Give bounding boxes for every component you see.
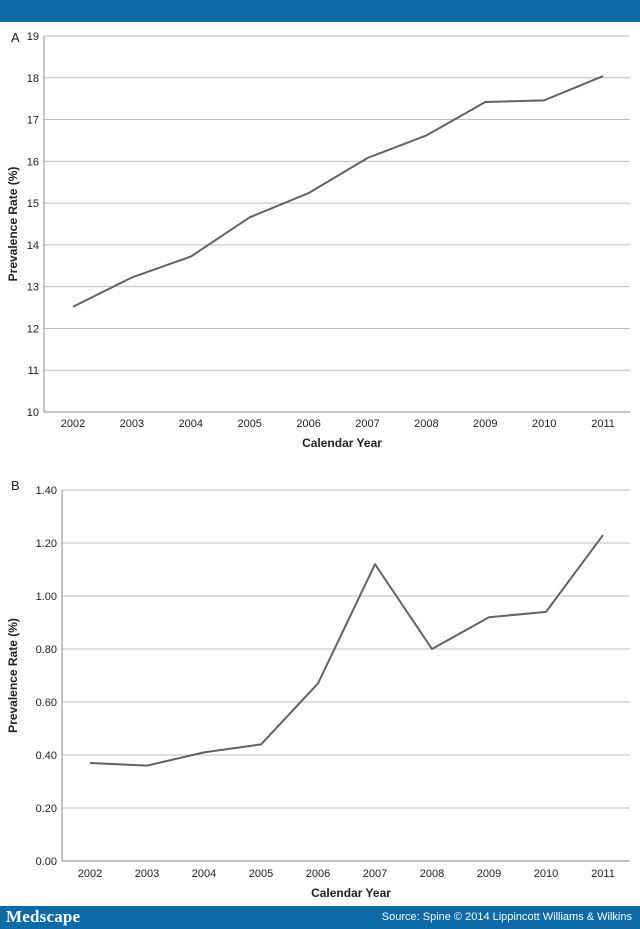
y-tick-label: 12	[27, 323, 39, 335]
y-tick-label: 16	[27, 156, 39, 168]
x-tick-label: 2009	[473, 418, 497, 430]
panel-label: A	[11, 30, 20, 45]
y-tick-label: 0.60	[36, 697, 57, 709]
y-tick-label: 0.80	[36, 644, 57, 656]
y-axis-title: Prevalence Rate (%)	[6, 167, 20, 282]
x-tick-label: 2003	[135, 868, 159, 880]
y-tick-label: 1.00	[36, 591, 57, 603]
y-tick-label: 13	[27, 282, 39, 294]
y-tick-label: 0.40	[36, 750, 57, 762]
y-tick-label: 17	[27, 115, 39, 127]
x-tick-label: 2005	[249, 868, 273, 880]
y-axis-title: Prevalence Rate (%)	[6, 618, 20, 733]
x-axis-title: Calendar Year	[311, 886, 391, 900]
y-tick-label: 0.00	[36, 856, 57, 868]
y-tick-label: 0.20	[36, 803, 57, 815]
chart-panel-b: B 0.00 0.20 0.40 0.60 0.80 1.00 1.20 1.40 2002 200…	[6, 478, 630, 900]
x-tick-label: 2007	[355, 418, 379, 430]
x-tick-label: 2007	[363, 868, 387, 880]
y-tick-label: 1.20	[36, 538, 57, 550]
x-tick-label: 2011	[591, 868, 615, 880]
x-tick-label: 2004	[192, 868, 216, 880]
x-tick-label: 2006	[306, 868, 330, 880]
y-tick-label: 15	[27, 198, 39, 210]
series-line	[72, 75, 604, 308]
y-tick-label: 10	[27, 407, 39, 419]
y-tick-label: 14	[27, 240, 39, 252]
chart-panel-a: A 10 11 12 13 14 15 16 17 18 19 2002 2003 2004 2005 200…	[6, 30, 630, 450]
x-tick-label: 2009	[477, 868, 501, 880]
footer-banner: Medscape Source: Spine © 2014 Lippincott…	[0, 906, 640, 929]
x-tick-label: 2008	[420, 868, 444, 880]
x-tick-label: 2002	[78, 868, 102, 880]
medscape-logo: Medscape	[6, 907, 81, 926]
y-tick-label: 19	[27, 31, 39, 43]
y-tick-label: 1.40	[36, 485, 57, 497]
y-tick-label: 18	[27, 73, 39, 85]
source-credit: Source: Spine © 2014 Lippincott Williams…	[381, 911, 632, 923]
series-line	[89, 534, 604, 767]
x-tick-label: 2008	[414, 418, 438, 430]
charts-canvas: A 10 11 12 13 14 15 16 17 18 19 2002 2003 2004 2005 200…	[6, 30, 630, 900]
x-tick-label: 2010	[532, 418, 556, 430]
y-tick-label: 11	[28, 365, 39, 377]
panel-label: B	[11, 478, 20, 493]
x-tick-label: 2005	[237, 418, 261, 430]
x-tick-label: 2011	[591, 418, 615, 430]
x-tick-label: 2003	[120, 418, 144, 430]
top-banner	[0, 0, 640, 22]
x-tick-label: 2004	[179, 418, 203, 430]
x-tick-label: 2002	[61, 418, 85, 430]
x-tick-label: 2010	[534, 868, 558, 880]
x-tick-label: 2006	[296, 418, 320, 430]
x-axis-title: Calendar Year	[302, 436, 382, 450]
